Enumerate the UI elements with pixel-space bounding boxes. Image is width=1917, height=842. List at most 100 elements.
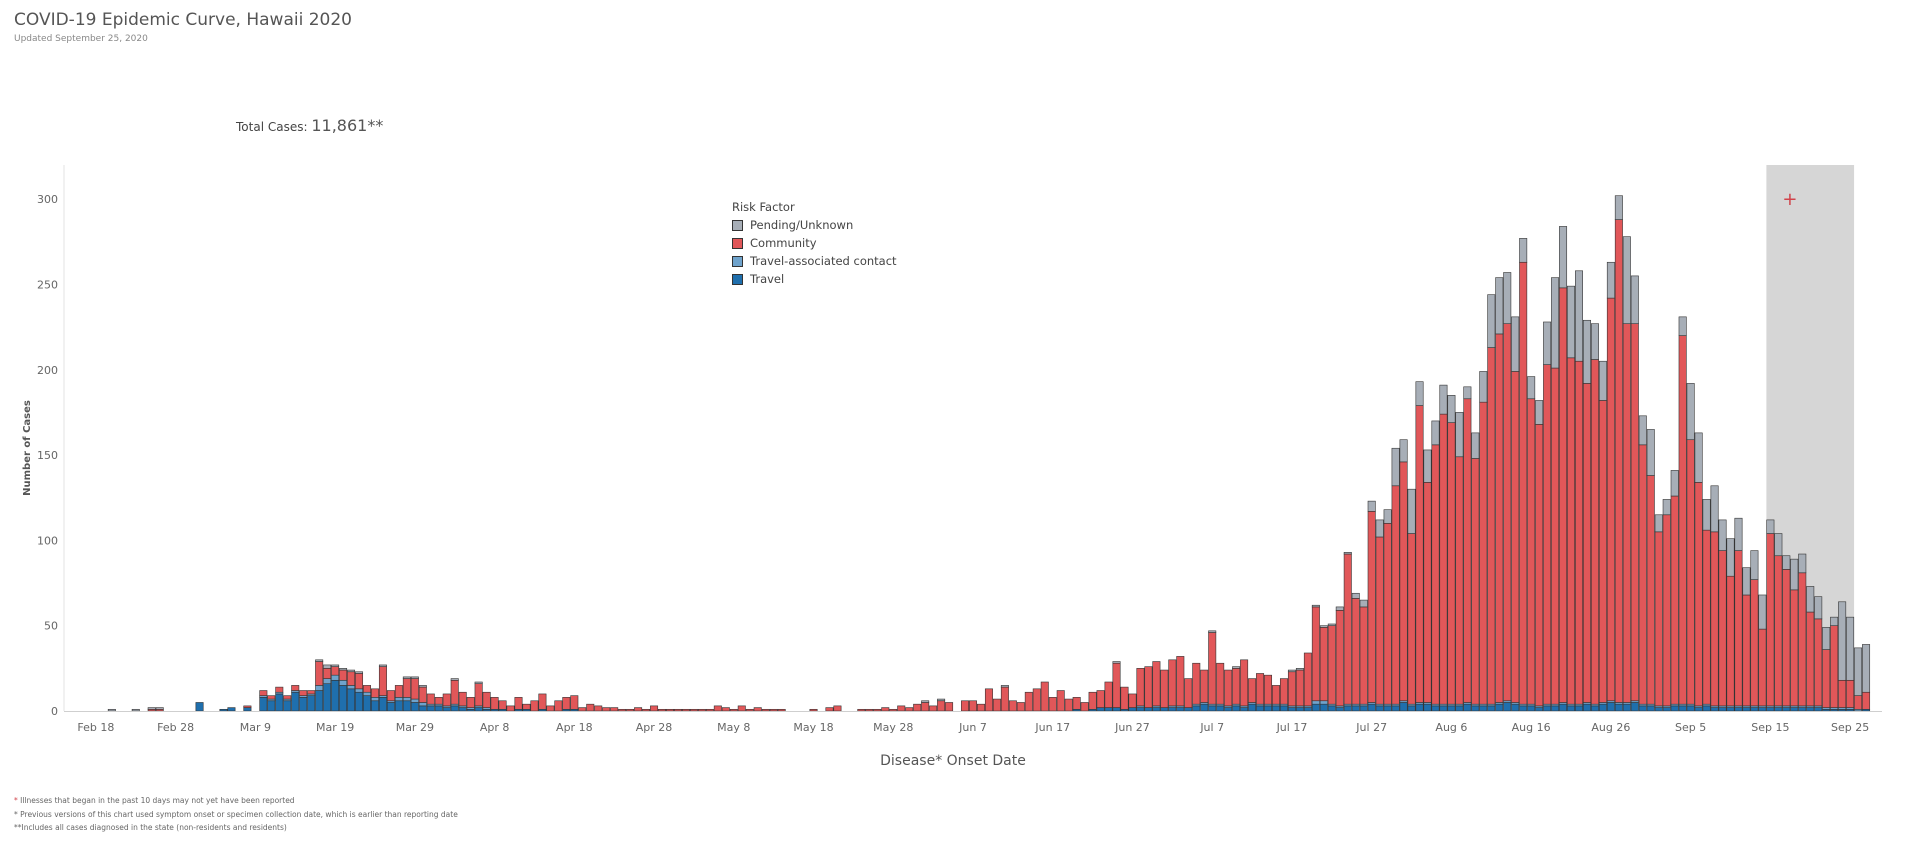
bar-segment-community[interactable]: [857, 708, 866, 712]
bar-segment-travel[interactable]: [1686, 705, 1695, 712]
bar-segment-pending[interactable]: [1343, 552, 1352, 555]
bar-segment-pending[interactable]: [1367, 500, 1376, 512]
bar-segment-travel[interactable]: [1407, 705, 1416, 712]
bar-segment-community[interactable]: [323, 668, 332, 679]
bar-segment-travel[interactable]: [1415, 703, 1424, 712]
bar-segment-travel[interactable]: [1327, 705, 1336, 712]
bar-segment-community[interactable]: [1511, 371, 1520, 703]
bar-segment-pending[interactable]: [147, 707, 156, 710]
bar-segment-travel[interactable]: [1710, 707, 1719, 712]
bar-segment-community[interactable]: [897, 705, 906, 712]
bar-segment-community[interactable]: [1088, 691, 1097, 710]
bar-segment-pending[interactable]: [1447, 395, 1456, 423]
bar-segment-community[interactable]: [1176, 656, 1185, 707]
bar-segment-community[interactable]: [1056, 690, 1065, 712]
bar-segment-community[interactable]: [506, 705, 515, 712]
bar-segment-community[interactable]: [658, 708, 667, 712]
bar-segment-community[interactable]: [1543, 364, 1552, 705]
bar-segment-community[interactable]: [705, 708, 714, 712]
bar-segment-community[interactable]: [586, 703, 595, 712]
bar-segment-pending[interactable]: [1399, 439, 1408, 463]
bar-segment-travel[interactable]: [1646, 705, 1655, 712]
bar-segment-community[interactable]: [474, 683, 483, 707]
bar-segment-travel[interactable]: [410, 702, 419, 712]
bar-segment-community[interactable]: [618, 708, 627, 712]
bar-segment-pending[interactable]: [1822, 627, 1831, 650]
bar-segment-community[interactable]: [913, 703, 922, 712]
bar-segment-community[interactable]: [1830, 625, 1839, 708]
bar-segment-community[interactable]: [1590, 359, 1599, 705]
bar-segment-pending[interactable]: [1543, 321, 1552, 365]
bar-segment-pending[interactable]: [1455, 412, 1464, 458]
bar-segment-community[interactable]: [1838, 679, 1847, 708]
bar-segment-pending[interactable]: [1415, 381, 1424, 406]
bar-segment-travel[interactable]: [1575, 705, 1583, 712]
bar-segment-community[interactable]: [1008, 700, 1017, 712]
bar-segment-community[interactable]: [498, 700, 507, 710]
bar-segment-community[interactable]: [1598, 400, 1607, 703]
bar-segment-community[interactable]: [1072, 697, 1081, 710]
bar-segment-community[interactable]: [1112, 662, 1121, 708]
bar-segment-travel[interactable]: [227, 707, 236, 712]
bar-segment-pending[interactable]: [1000, 685, 1009, 688]
bar-segment-community[interactable]: [458, 691, 467, 707]
bar-segment-community[interactable]: [355, 673, 364, 690]
bar-segment-community[interactable]: [1367, 511, 1376, 703]
bar-segment-pending[interactable]: [1638, 415, 1647, 446]
bar-segment-travel[interactable]: [1176, 707, 1185, 712]
bar-segment-pending[interactable]: [1830, 616, 1839, 626]
bar-segment-pending[interactable]: [315, 659, 324, 662]
bar-segment-community[interactable]: [426, 693, 435, 705]
bar-segment-travel[interactable]: [1152, 707, 1161, 712]
bar-segment-travel[interactable]: [1590, 705, 1599, 712]
bar-segment-travel[interactable]: [331, 679, 340, 712]
bar-segment-community[interactable]: [865, 708, 874, 712]
bar-segment-travel-contact[interactable]: [339, 679, 348, 686]
bar-segment-travel[interactable]: [1750, 707, 1759, 712]
bar-segment-community[interactable]: [1567, 357, 1576, 705]
bar-segment-travel[interactable]: [1319, 703, 1328, 712]
bar-segment-travel[interactable]: [1359, 705, 1368, 712]
bar-segment-community[interactable]: [1638, 444, 1647, 705]
bar-segment-travel[interactable]: [1383, 705, 1392, 712]
bar-segment-travel[interactable]: [378, 697, 387, 712]
bar-segment-community[interactable]: [1559, 287, 1568, 703]
bar-segment-community[interactable]: [1471, 458, 1480, 705]
bar-segment-pending[interactable]: [1582, 319, 1591, 384]
bar-segment-community[interactable]: [1168, 659, 1177, 707]
bar-segment-pending[interactable]: [1511, 316, 1520, 372]
legend-item-community[interactable]: Community: [732, 234, 897, 252]
bar-segment-travel[interactable]: [386, 702, 395, 712]
bar-segment-community[interactable]: [1152, 661, 1161, 707]
bar-segment-community[interactable]: [1391, 485, 1400, 705]
bar-segment-community[interactable]: [1351, 598, 1360, 705]
bar-segment-travel[interactable]: [1798, 707, 1807, 712]
bar-segment-community[interactable]: [1184, 678, 1193, 708]
bar-segment-travel-contact[interactable]: [1319, 700, 1328, 705]
bar-segment-community[interactable]: [1144, 666, 1153, 708]
bar-segment-community[interactable]: [402, 678, 411, 698]
bar-segment-community[interactable]: [769, 708, 778, 712]
bar-segment-community[interactable]: [1407, 533, 1416, 705]
bar-segment-travel[interactable]: [1463, 703, 1472, 712]
bar-segment-pending[interactable]: [1662, 499, 1671, 516]
bar-segment-travel[interactable]: [1726, 707, 1735, 712]
bar-segment-travel[interactable]: [1487, 705, 1496, 712]
bar-segment-pending[interactable]: [1295, 668, 1304, 671]
bar-segment-travel[interactable]: [1423, 703, 1432, 712]
bar-segment-community[interactable]: [1303, 652, 1312, 707]
bar-segment-community[interactable]: [275, 686, 284, 693]
bar-segment-community[interactable]: [267, 695, 276, 700]
bar-segment-community[interactable]: [1479, 401, 1488, 705]
bar-segment-community[interactable]: [299, 690, 308, 696]
bar-segment-community[interactable]: [1606, 297, 1615, 702]
bar-segment-community[interactable]: [259, 690, 268, 696]
bar-segment-travel[interactable]: [1272, 705, 1280, 712]
bar-segment-travel[interactable]: [1216, 705, 1225, 712]
bar-segment-community[interactable]: [1287, 671, 1296, 707]
bar-segment-travel[interactable]: [1551, 705, 1560, 712]
bar-segment-community[interactable]: [386, 690, 395, 702]
bar-segment-community[interactable]: [889, 708, 898, 712]
bar-segment-travel-contact[interactable]: [347, 685, 356, 690]
bar-segment-travel[interactable]: [1774, 707, 1783, 712]
